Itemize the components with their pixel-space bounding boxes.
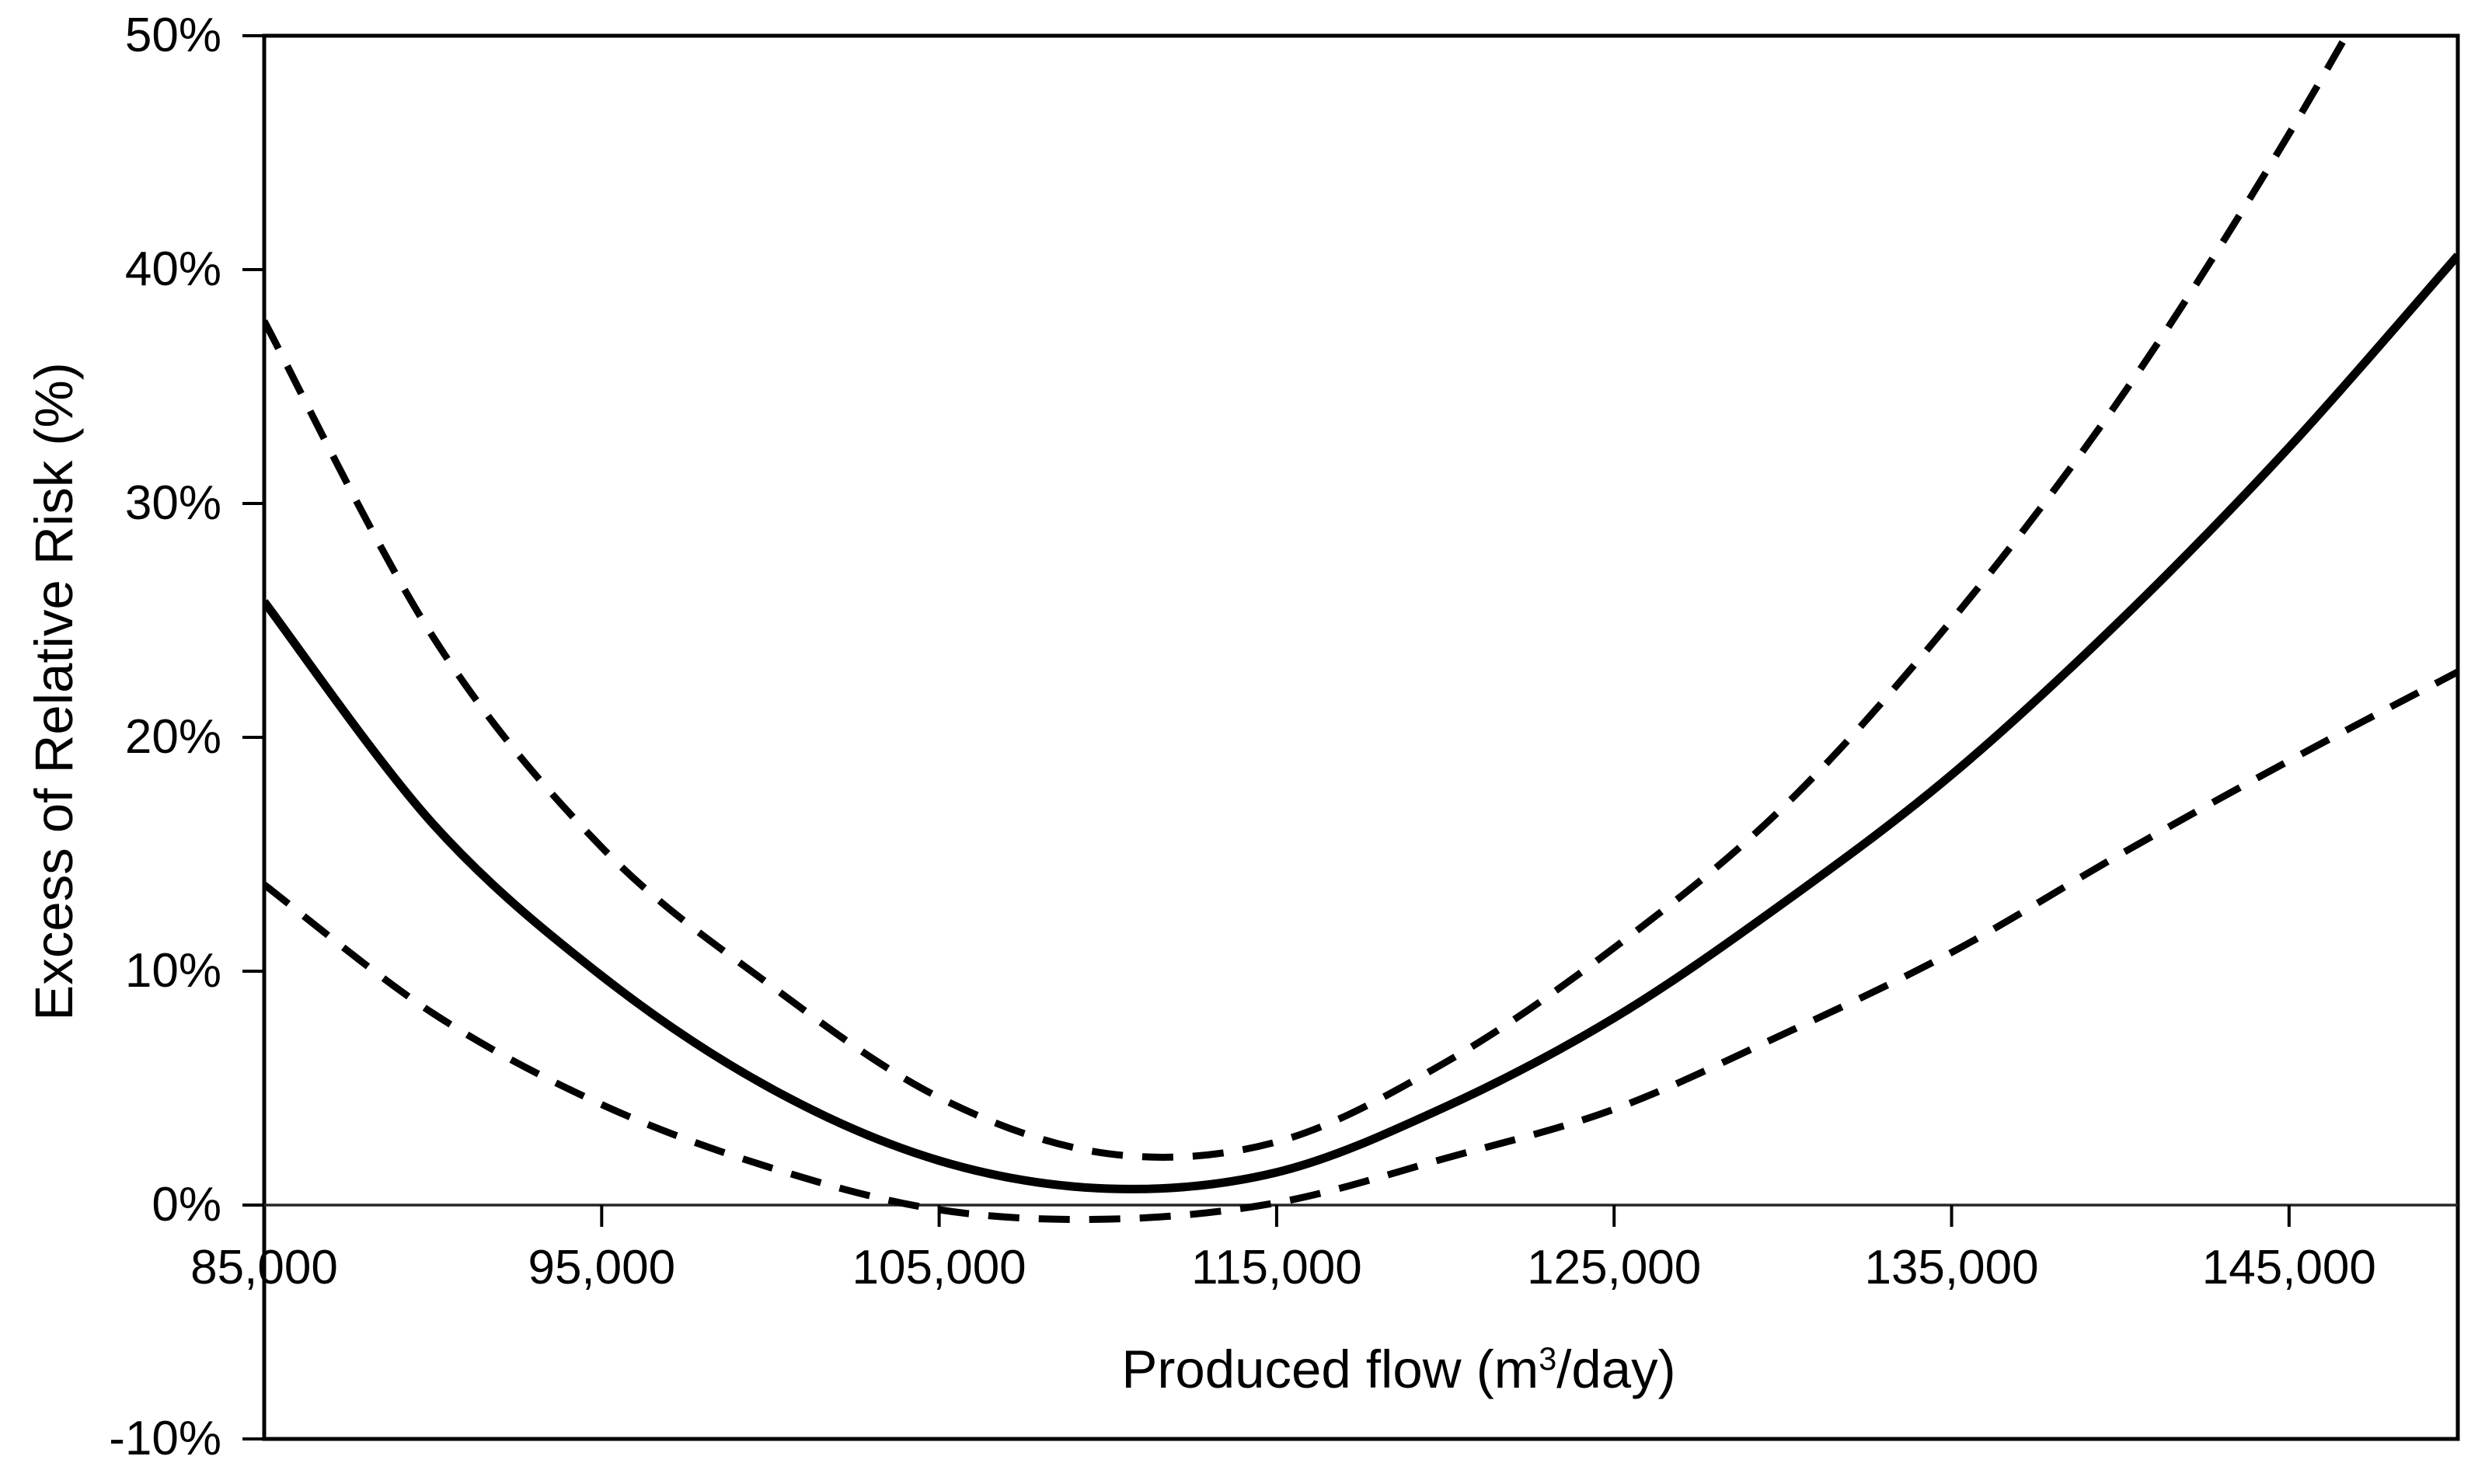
x-axis-title: Produced flow (m3/day) (932, 1339, 1865, 1402)
x-tick-label: 135,000 (1864, 1241, 2039, 1294)
y-tick-label: 10% (124, 944, 221, 998)
y-tick-label: 50% (124, 9, 221, 62)
x-tick-label: 95,000 (528, 1241, 676, 1294)
x-tick-label: 145,000 (2201, 1241, 2376, 1294)
series-line-dashed-upper-curve (264, 36, 2351, 1161)
y-tick-label: 0% (152, 1178, 221, 1231)
x-tick-label: 115,000 (1191, 1241, 1362, 1294)
plot-border (262, 33, 2460, 1441)
x-axis-title-suffix: /day) (1556, 1339, 1676, 1399)
x-axis-ticks (600, 1205, 2291, 1227)
plot-frame (262, 33, 2460, 1441)
x-axis-title-prefix: Produced flow (m (1121, 1339, 1539, 1399)
y-tick-label: 30% (124, 476, 221, 530)
x-tick-label: 125,000 (1527, 1241, 1702, 1294)
y-tick-label: 20% (124, 710, 221, 764)
y-axis-ticks (242, 34, 264, 1440)
x-tick-label: 85,000 (190, 1241, 338, 1294)
series-line-solid-central-curve (264, 253, 2458, 1193)
series-line-dashed-lower-curve (264, 668, 2458, 1223)
x-tick-label: 105,000 (852, 1241, 1026, 1294)
x-axis-title-superscript: 3 (1539, 1341, 1557, 1378)
y-tick-label: 40% (124, 242, 221, 296)
y-axis-title: Excess of Relative Risk (%) (24, 362, 84, 1021)
series-curves (264, 36, 2458, 1223)
y-tick-label: -10% (109, 1412, 221, 1465)
